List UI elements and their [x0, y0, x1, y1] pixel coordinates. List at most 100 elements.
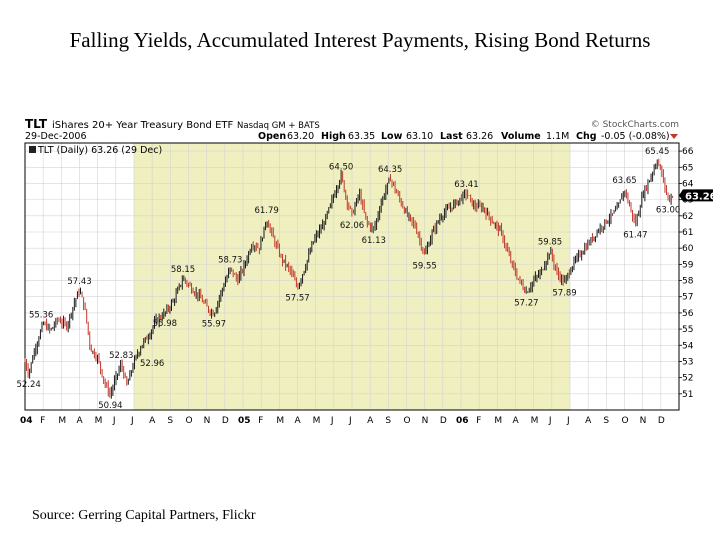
- price-annotation: 55.98: [153, 319, 177, 329]
- x-tick-label: F: [40, 416, 45, 426]
- x-tick-label: A: [295, 416, 302, 426]
- chg-down-icon: [670, 134, 678, 139]
- price-annotation: 61.79: [254, 206, 278, 216]
- y-tick-label: 52: [682, 374, 693, 384]
- y-tick-label: 64: [682, 179, 694, 189]
- y-tick-label: 61: [682, 228, 693, 238]
- high-label: High: [321, 131, 346, 142]
- x-tick-label: N: [204, 416, 211, 426]
- price-series: [24, 158, 674, 399]
- price-annotation: 52.24: [16, 380, 40, 390]
- stockcharts-watermark: © StockCharts.com: [591, 120, 679, 130]
- x-tick-label: M: [531, 416, 539, 426]
- y-tick-label: 60: [682, 244, 694, 254]
- price-annotation: 52.96: [140, 359, 164, 369]
- x-tick-label: A: [513, 416, 520, 426]
- y-tick-label: 55: [682, 325, 693, 335]
- x-tick-label: D: [222, 416, 229, 426]
- price-annotation: 57.43: [67, 277, 91, 287]
- chart-symbol: TLT: [25, 117, 48, 131]
- last-label: Last: [440, 131, 463, 142]
- price-annotation: 57.89: [552, 288, 576, 298]
- x-tick-label: S: [385, 416, 391, 426]
- x-tick-label: A: [149, 416, 156, 426]
- price-annotation: 50.94: [98, 401, 122, 411]
- price-annotation: 63.65: [612, 176, 636, 186]
- low-value: 63.10: [406, 131, 433, 142]
- y-tick-label: 59: [682, 260, 694, 270]
- x-tick-label: A: [77, 416, 84, 426]
- y-tick-label: 66: [682, 147, 694, 157]
- x-tick-label: M: [58, 416, 66, 426]
- chg-label: Chg: [576, 131, 597, 142]
- price-annotation: 64.35: [378, 165, 402, 175]
- price-annotation: 57.27: [514, 298, 538, 308]
- y-tick-label: 57: [682, 293, 693, 303]
- price-annotation: 58.15: [171, 265, 195, 275]
- x-tick-label: M: [276, 416, 284, 426]
- source-note: Source: Gerring Capital Partners, Flickr: [32, 508, 256, 523]
- price-annotation: 59.85: [538, 238, 562, 248]
- high-value: 63.35: [348, 131, 375, 142]
- x-tick-label: J: [566, 416, 570, 426]
- price-annotation: 55.36: [29, 310, 53, 320]
- price-annotation: 61.13: [362, 236, 386, 246]
- x-axis: 04 F M A M J J A S O N D 05 F M A M J J A S O N D 06 F M A M J J A S O N D: [20, 416, 665, 426]
- low-label: Low: [381, 131, 403, 142]
- x-tick-label: 05: [238, 416, 251, 426]
- x-tick-label: M: [95, 416, 103, 426]
- volume-value: 1.1M: [546, 131, 569, 142]
- chart-exchange: Nasdaq GM + BATS: [237, 121, 320, 131]
- price-annotation: 59.55: [412, 261, 436, 271]
- x-tick-label: J: [130, 416, 134, 426]
- legend-text: TLT (Daily) 63.26 (29 Dec): [37, 145, 162, 156]
- y-tick-label: 51: [682, 390, 693, 400]
- x-tick-label: J: [112, 416, 116, 426]
- x-tick-label: N: [640, 416, 647, 426]
- x-tick-label: M: [494, 416, 502, 426]
- chart-fund-name: iShares 20+ Year Treasury Bond ETF: [52, 120, 233, 131]
- price-annotation: 65.45: [645, 147, 669, 157]
- gridlines: [24, 143, 679, 410]
- x-tick-label: A: [367, 416, 374, 426]
- price-annotation: 62.06: [340, 221, 364, 231]
- x-tick-label: J: [348, 416, 352, 426]
- open-label: Open: [258, 131, 286, 142]
- x-tick-label: N: [422, 416, 429, 426]
- price-annotation: 55.97: [202, 319, 226, 329]
- y-axis: 5152535455565758596061626364656663.26: [679, 147, 717, 400]
- y-tick-label: 54: [682, 341, 694, 351]
- chg-value: -0.05 (-0.08%): [601, 131, 670, 142]
- price-annotation: 63.41: [454, 180, 478, 190]
- x-tick-label: 06: [456, 416, 469, 426]
- x-tick-label: S: [603, 416, 609, 426]
- chart-date: 29-Dec-2006: [25, 131, 87, 142]
- x-tick-label: D: [658, 416, 665, 426]
- x-tick-label: M: [313, 416, 321, 426]
- x-tick-label: S: [167, 416, 173, 426]
- legend-swatch: [29, 146, 36, 153]
- y-tick-label: 58: [682, 277, 694, 287]
- x-tick-label: F: [476, 416, 481, 426]
- price-annotation: 52.83: [109, 351, 133, 361]
- x-tick-label: 04: [20, 416, 33, 426]
- x-tick-label: O: [186, 416, 193, 426]
- y-tick-label: 53: [682, 357, 693, 367]
- current-value-marker: [679, 189, 713, 202]
- x-tick-label: D: [440, 416, 447, 426]
- x-tick-label: J: [548, 416, 552, 426]
- x-tick-label: O: [404, 416, 411, 426]
- x-tick-label: J: [330, 416, 334, 426]
- x-tick-label: F: [258, 416, 263, 426]
- slide-title: Falling Yields, Accumulated Interest Pay…: [69, 28, 651, 52]
- price-annotation: 63.00: [656, 206, 680, 216]
- y-tick-label: 62: [682, 212, 693, 222]
- price-annotation: 57.57: [285, 294, 309, 304]
- plot-frame: [24, 142, 680, 411]
- price-annotation: 61.47: [623, 230, 647, 240]
- price-annotation: 58.73: [218, 256, 242, 266]
- open-value: 63.20: [287, 131, 314, 142]
- last-value: 63.26: [466, 131, 493, 142]
- y-tick-label: 56: [682, 309, 694, 319]
